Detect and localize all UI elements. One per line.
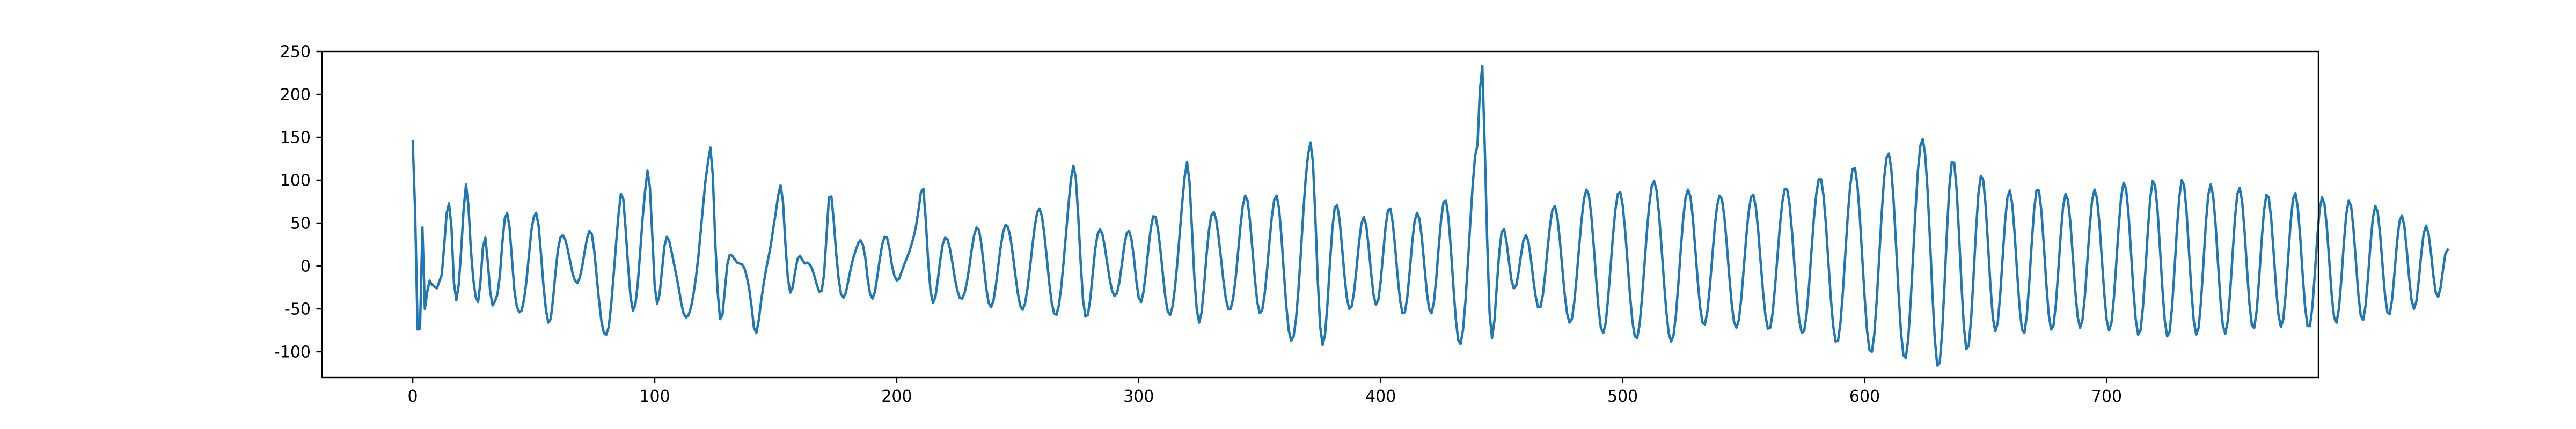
x-tick-label: 600 (1849, 387, 1880, 406)
x-tick-label: 300 (1123, 387, 1154, 406)
y-tick-label: -100 (274, 343, 311, 362)
x-tick-label: 0 (408, 387, 418, 406)
x-tick-label: 100 (639, 387, 670, 406)
y-tick-label: 0 (301, 257, 311, 276)
y-tick-label: 250 (280, 43, 311, 62)
x-tick-label: 400 (1365, 387, 1396, 406)
x-tick-label: 700 (2091, 387, 2122, 406)
y-tick-label: 200 (280, 86, 311, 105)
series-line-0 (411, 64, 2450, 367)
data-layer (411, 64, 2450, 367)
x-tick-label: 500 (1607, 387, 1638, 406)
y-tick-label: 150 (280, 129, 311, 147)
y-axis: -100 -50 0 50 100 150 200 250 (274, 43, 322, 362)
x-tick-label: 200 (881, 387, 912, 406)
y-tick-label: 100 (280, 172, 311, 190)
plot-frame (321, 50, 2319, 379)
y-tick-label: 50 (290, 214, 311, 233)
y-tick-label: -50 (284, 300, 311, 319)
x-axis: 0 100 200 300 400 500 600 700 (408, 378, 2122, 406)
